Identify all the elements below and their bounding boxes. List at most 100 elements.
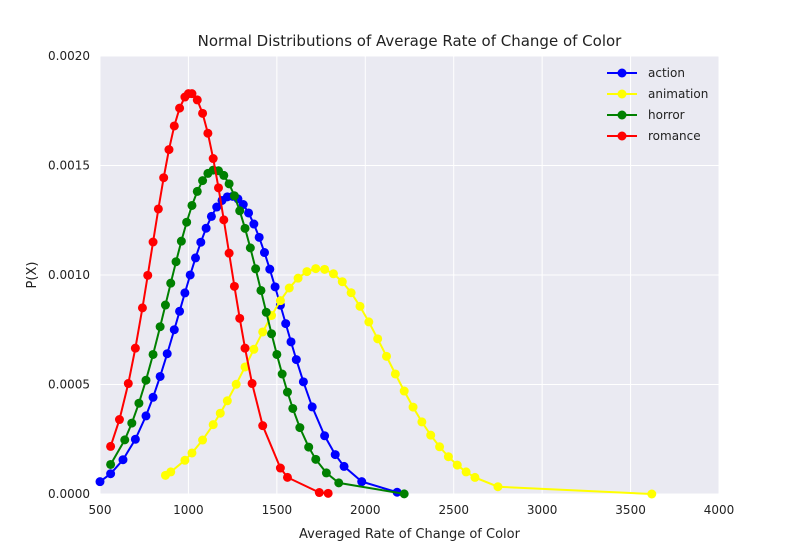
data-point — [175, 103, 185, 113]
data-point — [208, 420, 218, 430]
data-point — [118, 455, 128, 465]
axis-ticks: 500 1000 1500 2000 2500 3000 3500 4000 0.0000 0.0… — [48, 49, 734, 517]
data-point — [275, 296, 285, 306]
data-point — [443, 452, 453, 462]
data-point — [120, 435, 130, 445]
legend-item-animation: animation — [607, 87, 708, 101]
data-point — [311, 454, 321, 464]
data-point — [259, 248, 269, 258]
data-point — [148, 392, 158, 402]
data-point — [182, 217, 192, 227]
data-point — [452, 460, 462, 470]
chart-title: Normal Distributions of Average Rate of … — [198, 32, 623, 50]
data-point — [251, 264, 261, 274]
x-tick-label: 500 — [89, 503, 112, 517]
legend-marker — [617, 131, 627, 141]
data-point — [130, 343, 140, 353]
data-point — [123, 379, 133, 389]
data-point — [270, 282, 280, 292]
data-point — [245, 243, 255, 253]
data-point — [180, 288, 190, 298]
legend: action animation horror romance — [607, 66, 708, 143]
data-point — [286, 337, 296, 347]
data-point — [357, 477, 367, 487]
data-point — [95, 477, 105, 487]
data-point — [258, 327, 268, 337]
data-point — [267, 329, 277, 339]
data-point — [302, 267, 312, 277]
x-tick-label: 1500 — [262, 503, 293, 517]
data-point — [247, 379, 257, 389]
y-tick-label: 0.0000 — [48, 487, 90, 501]
data-point — [192, 186, 202, 196]
y-tick-label: 0.0010 — [48, 268, 90, 282]
data-point — [224, 179, 234, 189]
data-point — [196, 237, 206, 247]
data-point — [330, 450, 340, 460]
data-point — [295, 423, 305, 433]
data-point — [272, 349, 282, 359]
data-point — [198, 435, 208, 445]
data-point — [106, 441, 116, 451]
data-point — [155, 371, 165, 381]
data-point — [334, 478, 344, 488]
data-point — [160, 300, 170, 310]
x-tick-label: 1000 — [173, 503, 204, 517]
data-point — [461, 467, 471, 477]
data-point — [159, 173, 169, 183]
data-point — [229, 281, 239, 291]
data-point — [134, 398, 144, 408]
data-point — [337, 277, 347, 287]
data-point — [311, 264, 321, 274]
data-point — [235, 206, 245, 216]
data-point — [137, 303, 147, 313]
data-point — [390, 369, 400, 379]
data-point — [169, 325, 179, 335]
data-point — [493, 482, 503, 492]
data-point — [291, 355, 301, 365]
data-point — [114, 415, 124, 425]
data-point — [323, 488, 333, 498]
data-point — [198, 176, 208, 186]
data-point — [382, 351, 392, 361]
data-point — [435, 442, 445, 452]
data-point — [277, 369, 287, 379]
data-point — [201, 223, 211, 233]
data-point — [169, 121, 179, 131]
data-point — [213, 183, 223, 193]
data-point — [176, 236, 186, 246]
data-point — [203, 128, 213, 138]
data-point — [219, 170, 229, 180]
y-axis-label: P(X) — [25, 262, 40, 289]
data-point — [187, 89, 197, 99]
legend-label: romance — [648, 129, 701, 143]
data-point — [240, 343, 250, 353]
data-point — [328, 269, 338, 279]
data-point — [148, 349, 158, 359]
data-point — [215, 408, 225, 418]
data-point — [346, 288, 356, 298]
data-point — [320, 431, 330, 441]
data-point — [244, 208, 254, 218]
data-point — [258, 421, 268, 431]
data-point — [417, 417, 427, 427]
data-point — [249, 344, 259, 354]
data-point — [282, 387, 292, 397]
data-point — [153, 204, 163, 214]
data-point — [166, 278, 176, 288]
legend-label: horror — [648, 108, 685, 122]
data-point — [355, 301, 365, 311]
legend-item-romance: romance — [607, 129, 701, 143]
series-animation — [160, 264, 657, 499]
data-point — [198, 108, 208, 118]
data-point — [293, 273, 303, 283]
data-point — [364, 317, 374, 327]
data-point — [219, 215, 229, 225]
data-point — [141, 375, 151, 385]
data-point — [130, 434, 140, 444]
legend-label: action — [648, 66, 685, 80]
data-point — [426, 430, 436, 440]
data-point — [229, 191, 239, 201]
legend-marker — [617, 110, 627, 120]
